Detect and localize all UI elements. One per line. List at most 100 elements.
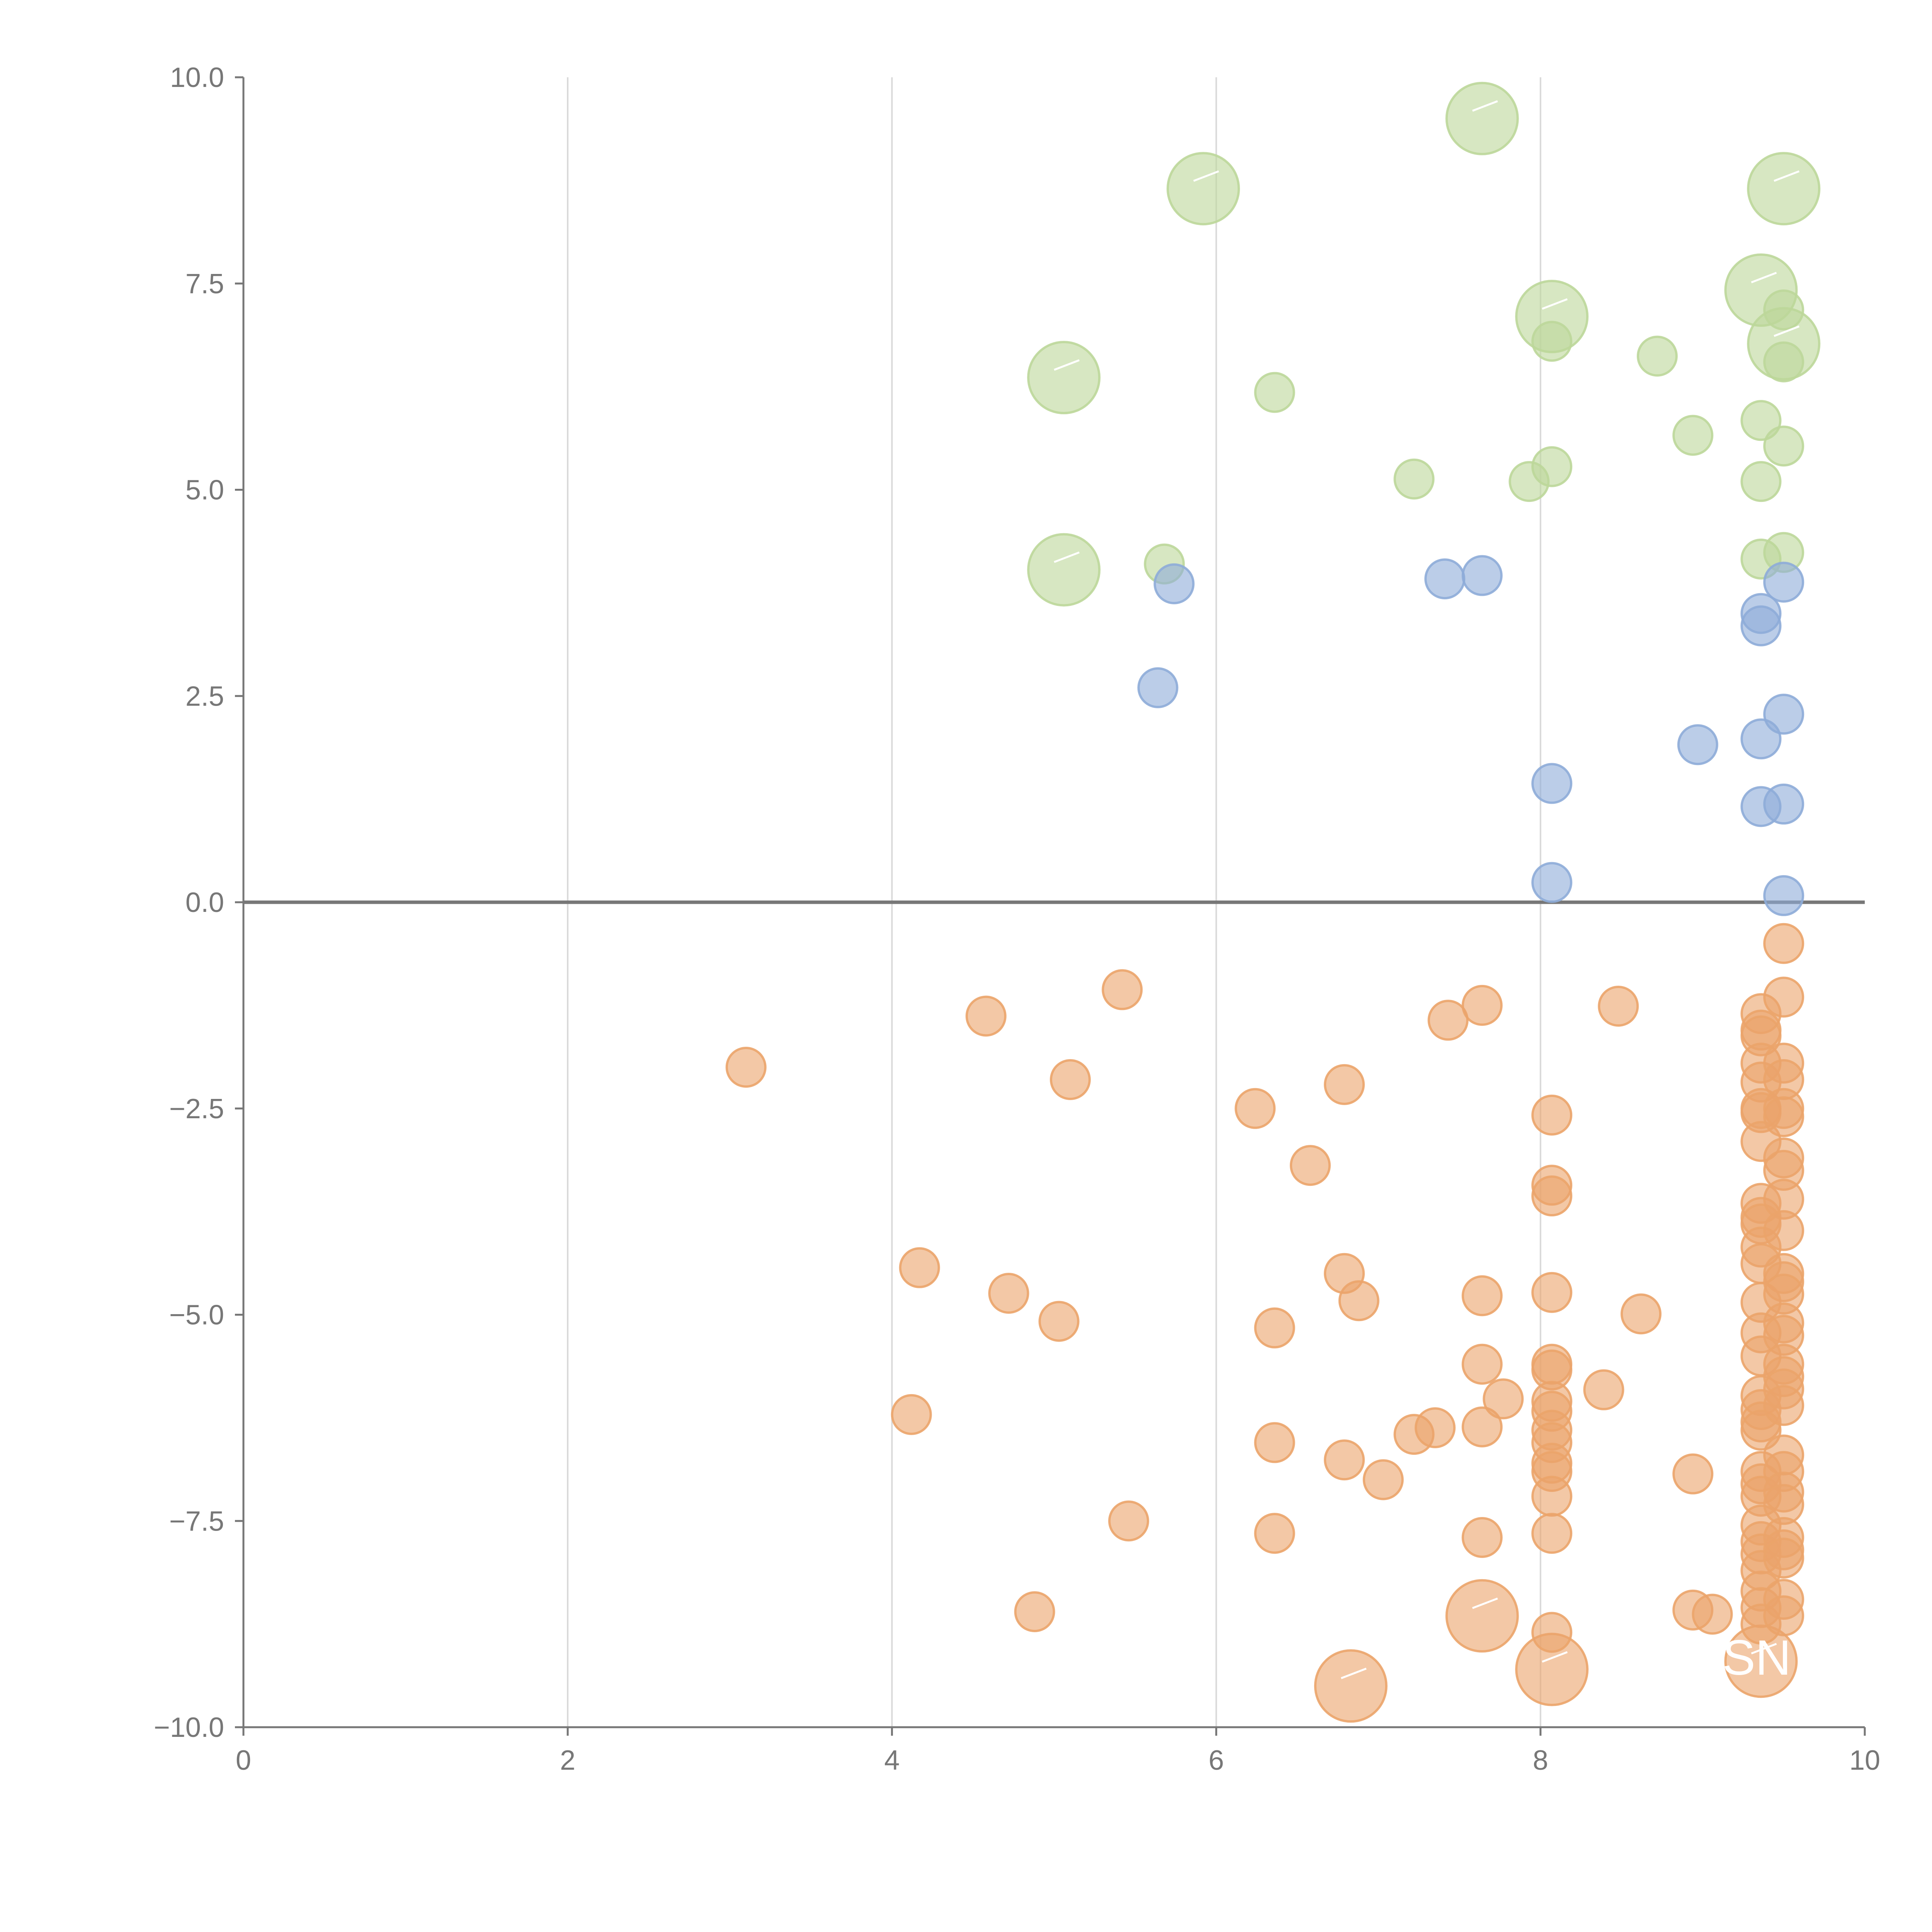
annotation-label: SN	[1722, 1630, 1791, 1685]
orange-point	[1427, 1000, 1469, 1041]
orange-point	[1763, 1096, 1804, 1138]
x-tick-label: 10	[1849, 1745, 1880, 1776]
orange-point	[1362, 1459, 1404, 1500]
orange-point	[1763, 1210, 1804, 1251]
x-tick-label: 2	[560, 1745, 575, 1776]
green-point	[1531, 321, 1573, 362]
y-tick-label: −2.5	[169, 1094, 224, 1124]
orange-point	[1254, 1513, 1295, 1554]
orange-point	[988, 1272, 1029, 1314]
y-tick-label: 2.5	[185, 681, 224, 712]
blue-point	[1461, 555, 1503, 596]
label-leader-line	[1472, 100, 1498, 112]
blue-point	[1740, 605, 1782, 646]
green-point	[1740, 400, 1782, 441]
blue-point	[1424, 558, 1466, 600]
green-point	[1027, 341, 1101, 415]
label-leader-line	[1542, 1651, 1568, 1663]
x-tick-label: 6	[1209, 1745, 1224, 1776]
orange-point	[1324, 1064, 1365, 1105]
orange-point	[725, 1047, 767, 1088]
orange-point	[1620, 1293, 1662, 1335]
blue-point	[1677, 724, 1718, 765]
green-point	[1445, 82, 1519, 155]
orange-point	[1289, 1145, 1331, 1186]
orange-point	[1338, 1280, 1379, 1321]
label-leader-line	[1774, 170, 1800, 182]
blue-point	[1763, 783, 1804, 825]
label-leader-line	[1193, 170, 1219, 182]
label-leader-line	[1751, 1643, 1777, 1655]
orange-point	[1531, 1175, 1573, 1217]
orange-point	[1692, 1594, 1733, 1635]
green-point	[1393, 458, 1435, 500]
orange-point	[1763, 976, 1804, 1018]
y-tick-label: 7.5	[185, 269, 224, 299]
orange-point	[1583, 1369, 1624, 1410]
blue-point	[1763, 875, 1804, 916]
green-point	[1672, 415, 1714, 456]
orange-point	[1324, 1439, 1365, 1481]
y-tick-label: 0.0	[185, 887, 224, 918]
green-point	[1763, 289, 1804, 331]
blue-point	[1153, 563, 1195, 604]
orange-point	[1461, 1517, 1503, 1558]
green-point	[1763, 425, 1804, 467]
orange-point	[1531, 1476, 1573, 1517]
orange-point	[1445, 1579, 1519, 1653]
y-tick-label: −7.5	[169, 1506, 224, 1537]
orange-point	[1763, 1595, 1804, 1636]
orange-point	[1102, 969, 1143, 1010]
orange-point	[1461, 1275, 1503, 1316]
orange-point	[1763, 1537, 1804, 1579]
green-point	[1167, 152, 1240, 226]
x-tick-label: 4	[884, 1745, 900, 1776]
orange-point	[1672, 1453, 1714, 1495]
axes: 0 2 4 6 8 10 −10.0 −7.5 −5.0 −2.5 0.0 2.5 5.0 7.5 10.0	[154, 62, 1880, 1776]
label-leader-line	[1751, 272, 1777, 284]
blue-point	[1763, 561, 1804, 603]
orange-point	[965, 995, 1007, 1037]
orange-point	[1049, 1059, 1091, 1100]
orange-point	[1235, 1088, 1276, 1129]
orange-point	[1461, 1406, 1503, 1447]
orange-point	[1254, 1422, 1295, 1463]
orange-point	[1531, 1612, 1573, 1653]
green-point	[1254, 372, 1295, 413]
orange-point	[1598, 986, 1639, 1027]
orange-point	[1461, 985, 1503, 1026]
annotations: SN	[1054, 100, 1800, 1685]
label-leader-line	[1472, 1597, 1498, 1609]
green-point	[1763, 341, 1804, 383]
y-tick-label: 10.0	[170, 62, 224, 93]
label-leader-line	[1054, 551, 1080, 563]
green-point	[1747, 152, 1821, 226]
green-point	[1636, 335, 1678, 377]
orange-point	[1254, 1307, 1295, 1349]
x-tick-label: 8	[1533, 1745, 1548, 1776]
orange-point	[899, 1247, 940, 1288]
orange-point	[891, 1394, 932, 1435]
blue-point	[1137, 667, 1179, 708]
orange-point	[1038, 1301, 1080, 1342]
y-tick-label: −10.0	[154, 1712, 224, 1743]
orange-point	[1314, 1649, 1388, 1723]
green-point	[1740, 461, 1782, 502]
blue-point	[1740, 718, 1782, 760]
orange-point	[1483, 1378, 1524, 1420]
orange-point	[1531, 1094, 1573, 1136]
green-point	[1027, 533, 1101, 607]
orange-point	[1763, 1385, 1804, 1426]
blue-point	[1531, 862, 1573, 903]
orange-point	[1415, 1407, 1456, 1448]
x-tick-label: 0	[236, 1745, 251, 1776]
orange-point	[1014, 1591, 1055, 1633]
label-leader-line	[1340, 1667, 1367, 1679]
orange-point	[1531, 1272, 1573, 1313]
y-tick-label: 5.0	[185, 475, 224, 506]
orange-point	[1108, 1500, 1150, 1542]
y-tick-label: −5.0	[169, 1300, 224, 1331]
label-leader-line	[1054, 359, 1080, 371]
orange-point	[1461, 1344, 1503, 1385]
